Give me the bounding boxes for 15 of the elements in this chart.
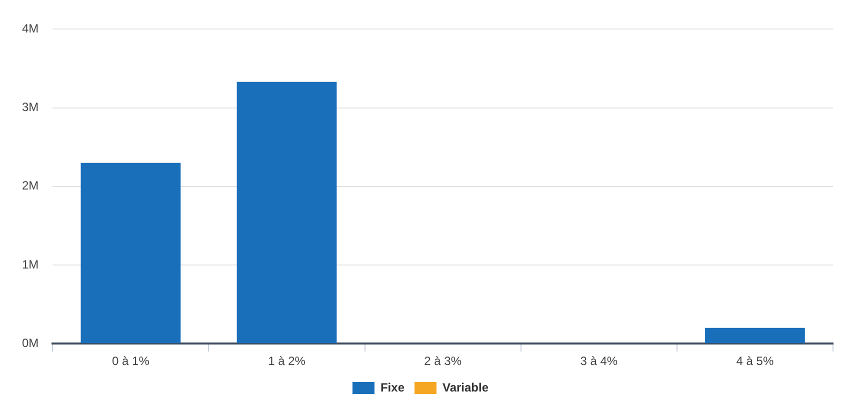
x-tick-label: 4 à 5% <box>736 354 774 368</box>
y-tick-label: 2M <box>22 178 39 193</box>
y-tick-label: 4M <box>22 22 39 36</box>
x-tick-label: 1 à 2% <box>268 354 306 368</box>
bar <box>80 162 181 344</box>
legend-label: Fixe <box>380 380 405 394</box>
x-tick-label: 2 à 3% <box>424 354 462 368</box>
y-tick-label: 3M <box>22 100 39 114</box>
x-tick-label: 3 à 4% <box>580 354 618 368</box>
bar <box>705 328 805 344</box>
bar <box>236 82 337 344</box>
x-tick-label: 0 à 1% <box>112 354 150 368</box>
legend-label: Variable <box>442 380 489 394</box>
y-tick-label: 0M <box>22 336 39 350</box>
y-tick-label: 1M <box>22 257 39 272</box>
